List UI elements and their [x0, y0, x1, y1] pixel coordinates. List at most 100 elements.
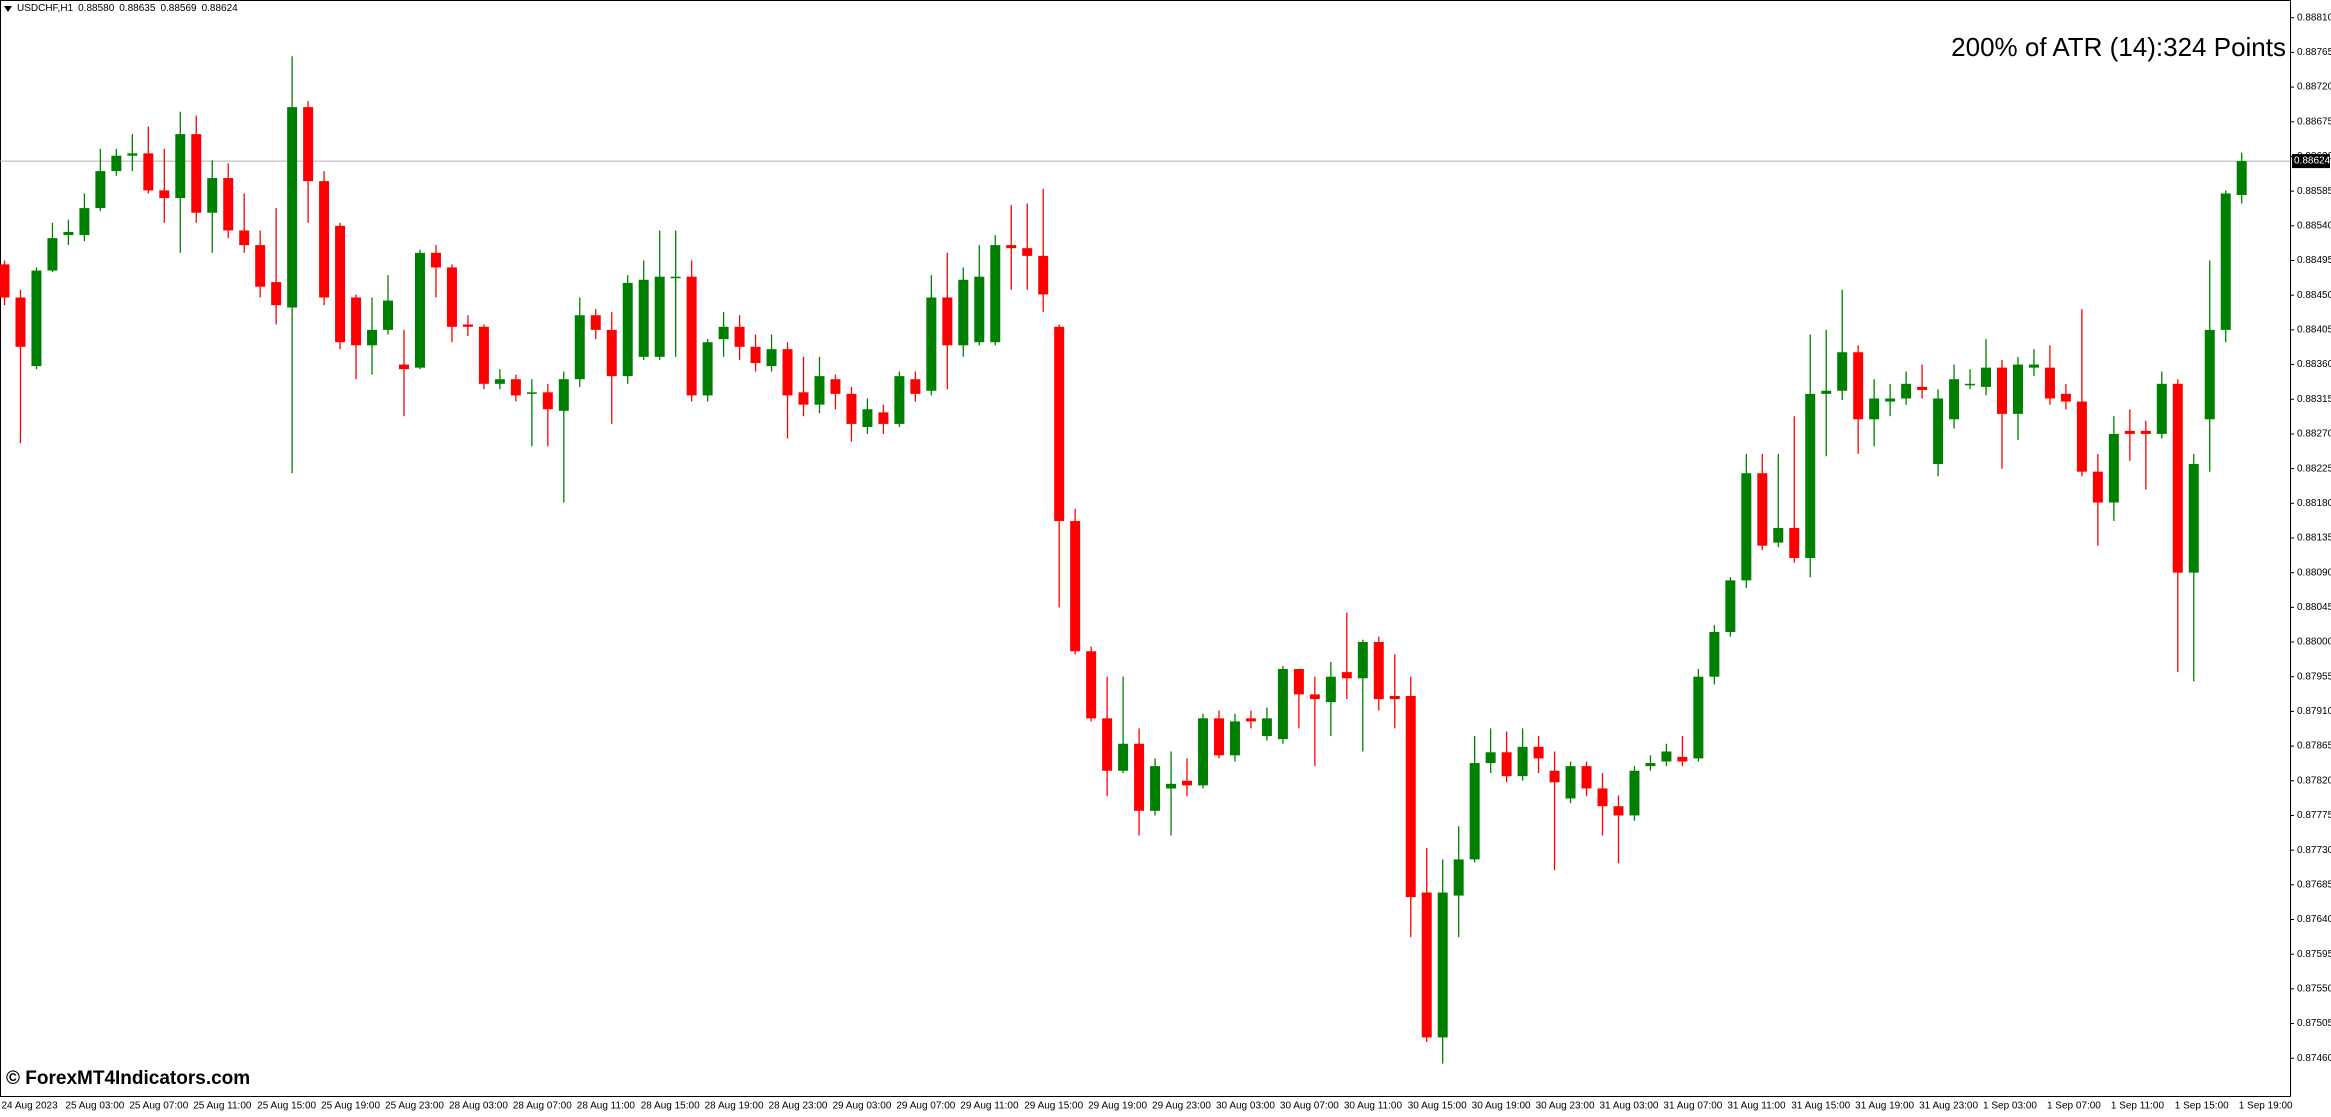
x-tick-label: 1 Sep 15:00	[2175, 1101, 2229, 1112]
y-tick-label: 0.88495	[2297, 255, 2331, 266]
candle-body	[47, 238, 58, 271]
candle-body	[974, 276, 985, 343]
candle-body	[2188, 463, 2199, 573]
price-label: 0.88624	[2294, 156, 2331, 167]
candle-body	[1421, 892, 1432, 1038]
x-tick-label: 28 Aug 19:00	[705, 1101, 764, 1112]
candle-body	[686, 276, 697, 396]
candle-body	[814, 376, 825, 405]
candle-body	[1437, 892, 1448, 1038]
candle-body	[1022, 248, 1033, 256]
candle-body	[2172, 383, 2183, 573]
candle-body	[910, 379, 921, 394]
y-tick-label: 0.87730	[2297, 845, 2331, 856]
candle-body	[894, 376, 905, 424]
candle-body	[606, 329, 617, 377]
candle-body	[2236, 161, 2247, 195]
candle-body	[255, 245, 266, 287]
candle-body	[1261, 718, 1272, 737]
candle-body	[1629, 770, 1640, 816]
candle-body	[1198, 718, 1208, 786]
y-tick-label: 0.88450	[2297, 290, 2331, 301]
candle-body	[63, 231, 74, 236]
candle-body	[414, 252, 425, 368]
candle-body	[1597, 788, 1608, 807]
x-tick-label: 28 Aug 15:00	[641, 1101, 700, 1112]
candle-body	[510, 379, 521, 396]
candle-body	[446, 267, 457, 327]
candle-body	[574, 315, 585, 380]
y-tick-label: 0.87775	[2297, 810, 2331, 821]
x-tick-label: 25 Aug 11:00	[193, 1101, 252, 1112]
atr-annotation: 200% of ATR (14):324 Points	[1951, 32, 2286, 62]
candle-body	[926, 297, 937, 391]
candle-body	[2044, 367, 2055, 399]
x-tick-label: 28 Aug 23:00	[769, 1101, 828, 1112]
candle-body	[143, 153, 154, 191]
candle-body	[1837, 352, 1848, 391]
y-tick-label: 0.87640	[2297, 914, 2331, 925]
candle-body	[1773, 527, 1784, 543]
y-tick-label: 0.87865	[2297, 741, 2331, 752]
x-tick-label: 25 Aug 19:00	[321, 1101, 380, 1112]
x-tick-label: 1 Sep 07:00	[2047, 1101, 2101, 1112]
x-tick-label: 25 Aug 03:00	[65, 1101, 124, 1112]
candle-body	[0, 264, 10, 298]
candle-body	[526, 392, 537, 394]
x-tick-label: 30 Aug 19:00	[1472, 1101, 1531, 1112]
x-tick-label: 29 Aug 07:00	[896, 1101, 955, 1112]
candle-body	[734, 326, 745, 347]
candle-body	[2028, 364, 2039, 368]
y-tick-label: 0.88765	[2297, 47, 2331, 58]
x-tick-label: 31 Aug 03:00	[1600, 1101, 1659, 1112]
candle-body	[1789, 527, 1800, 559]
candle-body	[1213, 718, 1224, 756]
candle-body	[1070, 521, 1081, 652]
candle-body	[1166, 783, 1177, 789]
candle-body	[478, 326, 489, 384]
candle-body	[1949, 379, 1960, 420]
candle-body	[2092, 471, 2103, 503]
candle-body	[1357, 642, 1368, 679]
candle-body	[15, 297, 26, 347]
y-tick-label: 0.88090	[2297, 567, 2331, 578]
candle-body	[1981, 367, 1992, 387]
x-tick-label: 29 Aug 03:00	[832, 1101, 891, 1112]
candle-body	[1581, 766, 1592, 789]
header-arrow-icon	[4, 5, 12, 12]
candle-body	[1549, 770, 1560, 783]
x-tick-label: 29 Aug 19:00	[1088, 1101, 1147, 1112]
candle-body	[1102, 718, 1113, 771]
candle-body	[1965, 383, 1976, 386]
candle-body	[846, 393, 857, 424]
candle-body	[223, 178, 234, 231]
candle-body	[159, 190, 170, 199]
candle-body	[2060, 393, 2071, 402]
y-tick-label: 0.88405	[2297, 325, 2331, 336]
price-label-box	[2292, 154, 2330, 169]
candle-body	[1805, 393, 1816, 559]
candle-body	[1885, 398, 1896, 402]
candle-body	[1901, 383, 1912, 399]
candle-body	[207, 178, 218, 213]
candle-body	[79, 208, 90, 236]
candle-body	[1997, 367, 2007, 414]
candle-body	[351, 297, 362, 346]
candle-body	[1054, 326, 1065, 522]
candle-body	[2140, 430, 2151, 434]
x-tick-label: 31 Aug 19:00	[1855, 1101, 1914, 1112]
x-tick-label: 1 Sep 03:00	[1983, 1101, 2037, 1112]
x-tick-label: 30 Aug 23:00	[1536, 1101, 1595, 1112]
candle-body	[1293, 669, 1304, 695]
candle-body	[670, 276, 681, 279]
candle-body	[1485, 752, 1496, 764]
candle-body	[1613, 806, 1624, 816]
candle-body	[1086, 651, 1097, 719]
candle-body	[1853, 352, 1864, 420]
candle-body	[702, 342, 713, 396]
y-tick-label: 0.88000	[2297, 637, 2331, 648]
candle-body	[942, 297, 953, 346]
symbol-title: USDCHF,H1	[17, 3, 74, 14]
watermark: © ForexMT4Indicators.com	[6, 1068, 250, 1089]
